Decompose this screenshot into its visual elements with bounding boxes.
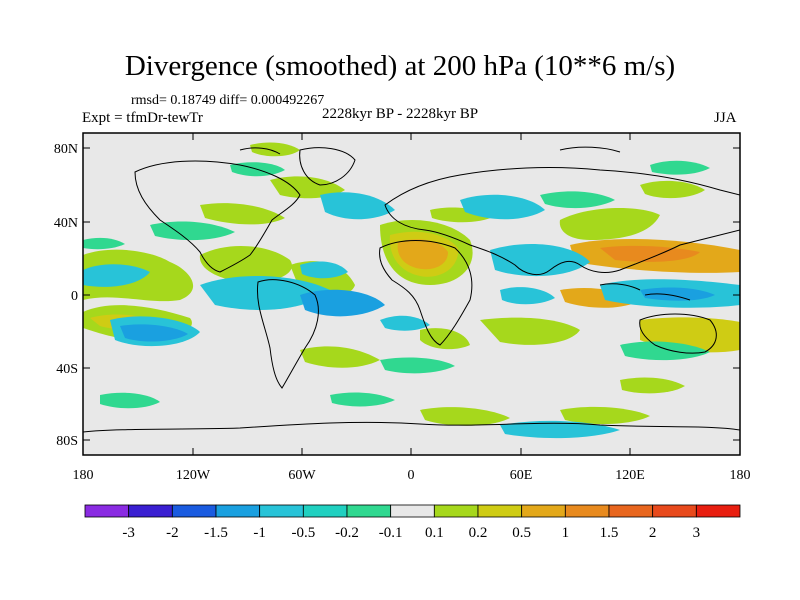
colorbar-swatch — [128, 504, 173, 518]
y-tick-label: 80S — [56, 434, 78, 449]
x-tick-label: 120E — [615, 468, 645, 483]
stats-text: rmsd= 0.18749 diff= 0.000492267 — [131, 93, 325, 108]
colorbar-swatch — [433, 504, 479, 518]
colorbar-swatch — [215, 504, 261, 518]
colorbar: -3 -2 -1.5 -1 -0.5 -0.2 -0.1 0.1 0.2 0.5 1 1.5 2 3 — [84, 504, 741, 541]
colorbar-swatch — [84, 504, 130, 518]
colorbar-swatch — [608, 504, 654, 518]
colorbar-label: -1.5 — [204, 525, 228, 541]
colorbar-swatch — [564, 504, 610, 518]
x-tick-label: 180 — [730, 468, 751, 483]
colorbar-label: -0.5 — [291, 525, 315, 541]
colorbar-label: 1.5 — [600, 525, 619, 541]
colorbar-label: -0.1 — [379, 525, 403, 541]
colorbar-swatch — [302, 504, 348, 518]
x-tick-label: 120W — [176, 468, 211, 483]
colorbar-label: -1 — [253, 525, 266, 541]
x-axis: 180 120W 60W 0 60E 120E 180 — [73, 133, 751, 483]
x-tick-label: 180 — [73, 468, 94, 483]
colorbar-label: -2 — [166, 525, 179, 541]
chart-title: Divergence (smoothed) at 200 hPa (10**6 … — [124, 50, 676, 82]
x-tick-label: 60E — [510, 468, 533, 483]
colorbar-label: -0.2 — [335, 525, 359, 541]
period-label: 2228kyr BP - 2228kyr BP — [322, 106, 479, 122]
experiment-label: Expt = tfmDr-tewTr — [82, 110, 203, 126]
colorbar-label: 2 — [649, 525, 657, 541]
colorbar-swatch — [346, 504, 392, 518]
colorbar-swatch — [390, 504, 435, 518]
colorbar-label: 1 — [562, 525, 570, 541]
colorbar-swatch — [521, 504, 566, 518]
colorbar-swatch — [171, 504, 217, 518]
coastlines — [83, 146, 740, 433]
y-tick-label: 40N — [54, 216, 78, 231]
colorbar-label: -3 — [122, 525, 135, 541]
y-tick-label: 40S — [56, 362, 78, 377]
season-label: JJA — [714, 110, 737, 126]
x-tick-label: 60W — [288, 468, 316, 483]
y-axis: 80N 40N 0 40S 80S — [54, 142, 740, 449]
colorbar-swatch — [652, 504, 697, 518]
y-tick-label: 80N — [54, 142, 78, 157]
colorbar-swatch — [477, 504, 523, 518]
colorbar-label: 0.2 — [469, 525, 488, 541]
x-tick-label: 0 — [408, 468, 415, 483]
y-tick-label: 0 — [71, 289, 78, 304]
colorbar-label: 0.1 — [425, 525, 444, 541]
colorbar-swatch — [259, 504, 304, 518]
colorbar-label: 3 — [693, 525, 701, 541]
colorbar-label: 0.5 — [512, 525, 531, 541]
colorbar-swatch — [695, 504, 741, 518]
